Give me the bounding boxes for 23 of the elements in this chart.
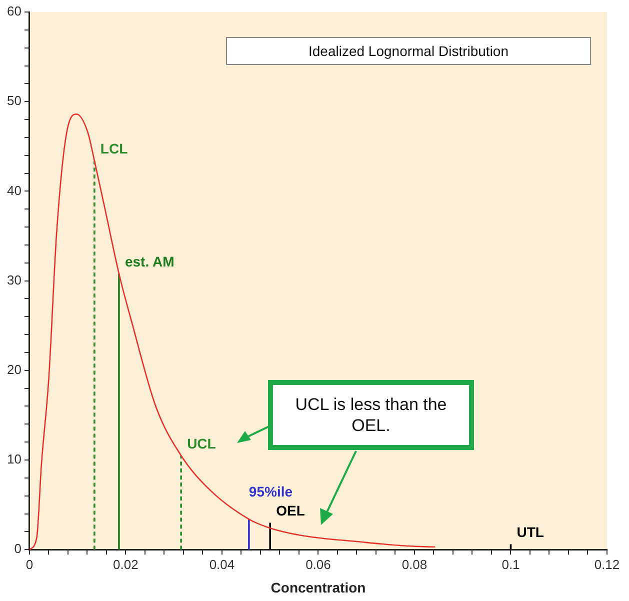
y-tick-label: 60 [6,4,22,19]
y-tick-label: 0 [14,541,22,556]
series-label: 95%ile [248,484,293,500]
x-tick-label: 0.02 [113,556,138,572]
x-tick-label: 0.04 [209,556,235,572]
title-box: Idealized Lognormal Distribution [226,37,591,65]
series-label: LCL [100,140,128,157]
callout-box: UCL is less than the OEL. [268,380,474,450]
series-label: est. AM [124,253,174,270]
series-label: UTL [516,524,544,540]
x-tick-label: 0.06 [306,556,331,572]
y-tick-label: 20 [6,362,22,377]
x-tick-label: 0.08 [402,556,428,572]
x-tick-label: 0.1 [502,556,520,572]
series-label: UCL [187,435,216,452]
series-label: OEL [276,502,306,519]
x-tick-label: 0 [26,556,34,572]
y-tick-label: 50 [6,93,22,108]
y-tick-label: 40 [6,182,22,198]
y-tick-label: 30 [6,272,22,288]
y-tick-label: 10 [6,452,22,467]
x-tick-label: 0.12 [594,556,620,572]
x-axis-title: Concentration [270,579,366,596]
